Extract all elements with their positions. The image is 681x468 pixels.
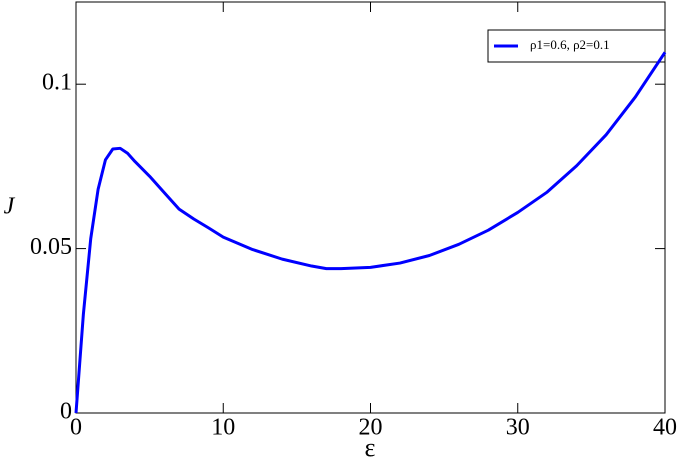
x-tick-label: 40	[653, 415, 677, 441]
y-axis-label: J	[4, 194, 16, 220]
y-tick-label: 0.05	[30, 234, 72, 260]
x-tick-label: 30	[506, 415, 530, 441]
x-tick-label: 20	[359, 415, 383, 441]
plot-frame	[75, 1, 666, 414]
y-tick-label: 0.1	[42, 70, 72, 96]
x-axis-label: ε	[365, 433, 376, 462]
x-tick-label: 0	[70, 415, 82, 441]
legend-label: ρ1=0.6, ρ2=0.1	[530, 37, 610, 52]
y-tick-label: 0	[60, 399, 72, 425]
data-line	[74, 51, 667, 414]
x-tick-label: 10	[211, 415, 235, 441]
